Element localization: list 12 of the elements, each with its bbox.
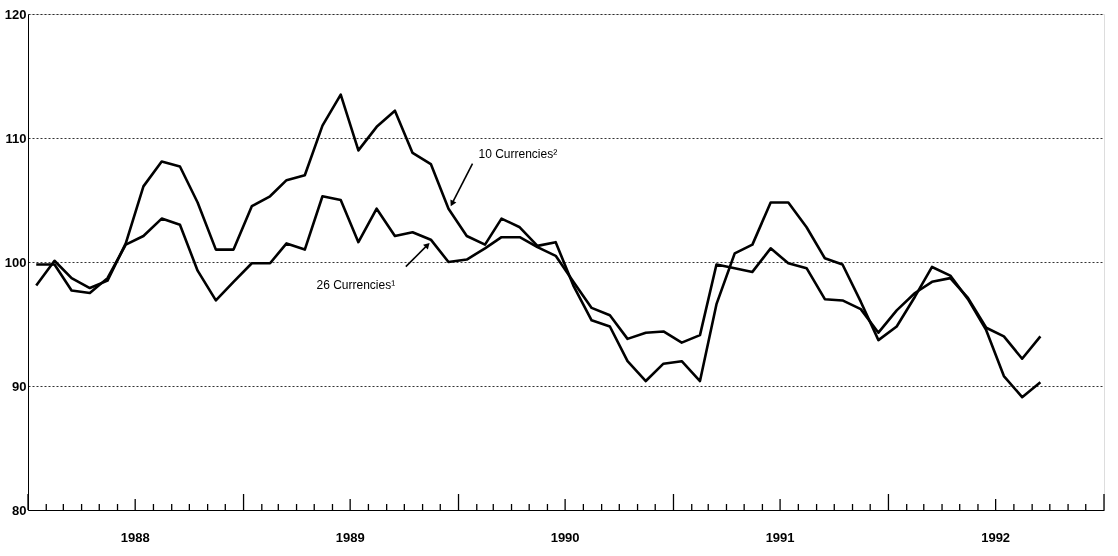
x-tick-label: 1991 [765, 530, 795, 545]
y-tick-label: 90 [12, 378, 27, 394]
y-tick-label: 80 [12, 502, 27, 518]
x-tick-label: 1988 [120, 530, 150, 545]
x-tick-label: 1989 [335, 530, 365, 545]
annotation: 10 Currencies² [478, 146, 558, 161]
annotation: 26 Currencies¹ [316, 277, 396, 292]
y-tick-label: 110 [5, 130, 27, 146]
y-tick-label: 100 [4, 254, 27, 270]
y-tick-label: 120 [4, 6, 27, 22]
x-tick-label: 1992 [981, 530, 1011, 545]
x-tick-label: 1990 [550, 530, 580, 545]
